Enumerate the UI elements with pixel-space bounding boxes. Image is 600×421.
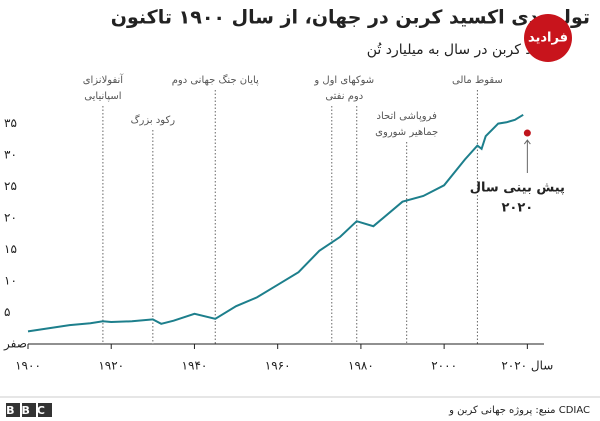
x-tick-label: ۱۹۰۰ [15, 359, 41, 373]
event-label: اسپانیایی [84, 91, 121, 102]
event-label: رکود بزرگ [131, 113, 176, 126]
event-label: جماهیر شوروی [375, 127, 438, 138]
forecast-arrow [523, 139, 531, 174]
event-label: فروپاشی اتحاد [376, 111, 437, 122]
x-tick-label: ۱۹۶۰ [265, 359, 291, 373]
y-tick-label: ۱۰ [4, 274, 17, 288]
event-label: آنفولانزای [83, 73, 125, 86]
event-label: سقوط مالی [452, 75, 503, 86]
x-tick-label: ۱۹۸۰ [348, 359, 374, 373]
x-tick-label: سال ۲۰۲۰ [501, 359, 553, 373]
chart-title: تولید دی اکسید کربن در جهان، از سال ۱۹۰۰… [111, 7, 590, 29]
watermark-badge [524, 14, 572, 62]
forecast-label: ۲۰۲۰ [501, 201, 533, 216]
x-tick-label: ۱۹۲۰ [98, 359, 124, 373]
event-label: دوم نفتی [325, 91, 363, 102]
y-tick-label: صفر [3, 337, 27, 352]
y-tick-label: ۱۵ [4, 242, 17, 256]
watermark: فرادید [528, 31, 568, 46]
y-tick-label: ۲۵ [4, 179, 17, 193]
x-tick-label: ۲۰۰۰ [431, 359, 457, 373]
event-label: پایان جنگ جهانی دوم [172, 74, 259, 86]
brand-logo [6, 403, 52, 417]
chart-subtitle: اکسید کربن در سال به میلیارد تُن [367, 42, 560, 58]
forecast-label: پیش بینی سال [470, 181, 565, 196]
forecast-point [523, 129, 531, 137]
y-tick-label: ۳۰ [4, 148, 17, 162]
source: منبع: پروژه جهانی کربن و CDIAC [448, 405, 590, 416]
event-label: شوکهای اول و [313, 75, 374, 86]
data-line [27, 113, 524, 333]
brand-text: BBC [6, 404, 52, 417]
y-tick-label: ۳۵ [4, 116, 17, 130]
x-tick-label: ۱۹۴۰ [182, 359, 208, 373]
y-tick-label: ۵ [4, 305, 10, 319]
y-tick-label: ۲۰ [4, 211, 17, 225]
